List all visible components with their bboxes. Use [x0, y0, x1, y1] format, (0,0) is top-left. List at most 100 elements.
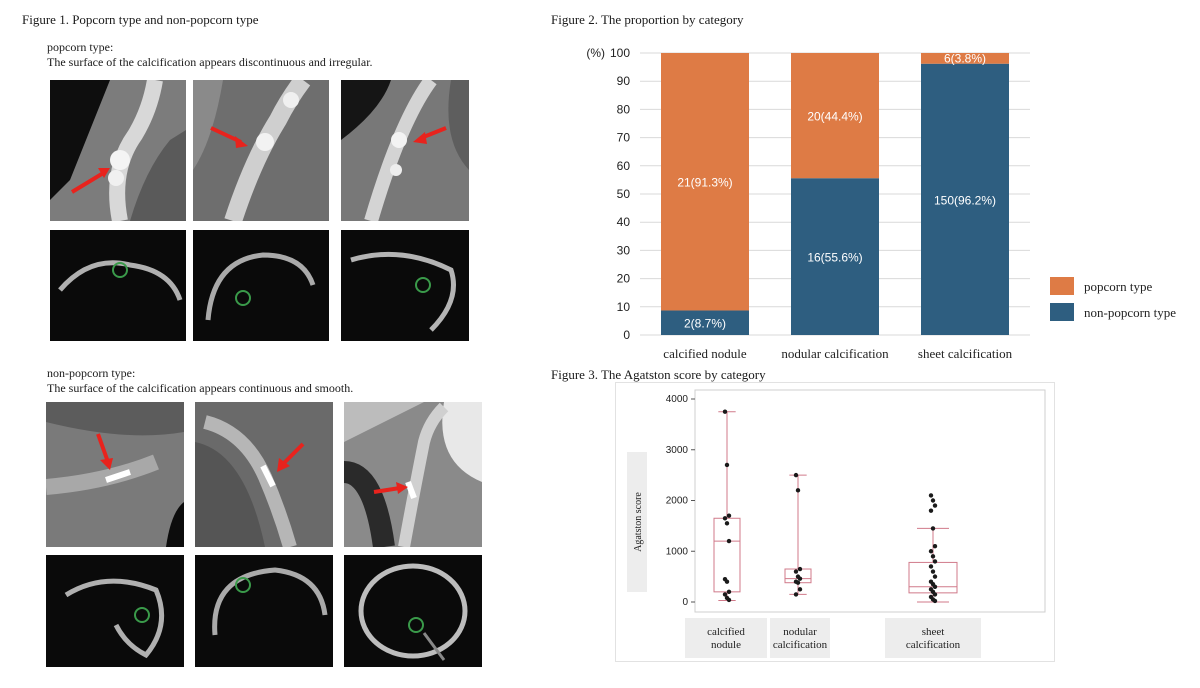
data-point — [930, 569, 936, 574]
y-tick-label: 60 — [617, 159, 631, 173]
y-tick-label: 2000 — [666, 496, 689, 507]
x-category-label: calcification — [773, 639, 828, 651]
data-point — [932, 598, 938, 604]
bar-data-label: 150(96.2%) — [934, 193, 996, 207]
bar-segment — [661, 53, 749, 311]
nonpopcorn-ct-image-2 — [195, 402, 333, 547]
figure3-title: Figure 3. The Agatston score by category — [551, 367, 766, 382]
data-point — [726, 513, 732, 518]
bar-segment — [791, 53, 879, 179]
figure3-chart: 0 1000 2000 3000 4000 Agatston score calcified… — [615, 382, 1055, 662]
data-point — [722, 516, 728, 521]
x-category-label: nodular calcification — [781, 346, 889, 361]
figure1-title: Figure 1. Popcorn type and non-popcorn t… — [22, 12, 259, 27]
x-category-label: calcification — [906, 639, 961, 651]
x-category-label: nodule — [711, 639, 741, 651]
data-point — [793, 472, 799, 478]
data-point — [928, 549, 934, 554]
data-point — [722, 592, 728, 597]
y-tick-label: 50 — [617, 187, 631, 201]
y-label-panel — [627, 452, 647, 592]
x-category-label: calcified — [707, 626, 745, 638]
y-tick-label: 90 — [617, 74, 631, 88]
nonpopcorn-ivus-image-2 — [195, 555, 333, 667]
data-point — [932, 559, 938, 564]
plot-area — [694, 389, 1046, 613]
popcorn-ct-image-2 — [193, 80, 329, 221]
legend-swatch-nonpopcorn — [1050, 303, 1074, 321]
data-point — [797, 576, 803, 581]
nonpopcorn-ivus-image-1 — [46, 555, 184, 667]
x-label-bg — [770, 618, 830, 658]
data-point — [726, 538, 732, 544]
data-point — [930, 526, 936, 531]
data-point — [932, 584, 938, 589]
popcorn-label: popcorn type: — [47, 40, 114, 54]
figure2-title: Figure 2. The proportion by category — [551, 12, 744, 27]
bar-data-label: 20(44.4%) — [807, 110, 862, 124]
data-point — [930, 554, 936, 559]
legend-swatch-popcorn — [1050, 277, 1074, 295]
y-unit-label: (%) — [586, 46, 605, 60]
y-axis-label: Agatston score — [633, 492, 644, 552]
y-tick-label: 30 — [617, 243, 631, 257]
popcorn-ivus-image-3 — [341, 230, 469, 341]
data-point — [928, 508, 934, 513]
data-point — [795, 488, 801, 493]
nonpopcorn-description: The surface of the calcification appears… — [47, 381, 354, 395]
bar-data-label: 21(91.3%) — [677, 176, 732, 190]
data-point — [722, 409, 728, 414]
data-point — [726, 597, 732, 603]
y-tick-label: 80 — [617, 102, 631, 116]
data-point — [726, 589, 732, 595]
bar-segment — [921, 63, 1009, 335]
y-tick-label: 70 — [617, 131, 631, 145]
y-tick-label: 0 — [623, 328, 630, 342]
legend-label-popcorn: popcorn type — [1084, 279, 1152, 294]
data-point — [932, 592, 938, 597]
data-point — [932, 574, 938, 579]
legend-label-nonpopcorn: non-popcorn type — [1084, 305, 1176, 320]
popcorn-ct-image-1 — [50, 80, 186, 221]
y-tick-label: 20 — [617, 272, 631, 286]
bar-data-label: 6(3.8%) — [944, 51, 986, 65]
data-point — [928, 564, 934, 569]
data-point — [797, 566, 803, 572]
data-point — [724, 462, 730, 468]
y-tick-label: 10 — [617, 300, 631, 314]
data-point — [724, 579, 730, 584]
x-label-bg — [885, 618, 981, 658]
data-point — [930, 498, 936, 503]
popcorn-ivus-image-2 — [193, 230, 329, 341]
x-category-label: calcified nodule — [663, 346, 747, 361]
nonpopcorn-ivus-image-3 — [344, 555, 482, 667]
nonpopcorn-label: non-popcorn type: — [47, 366, 136, 380]
figure2-chart: 0 10 20 30 40 50 60 70 80 90 100 (%) 2(8.7%) 21(91.3%… — [586, 46, 1176, 361]
x-category-label: sheet — [922, 626, 945, 638]
y-tick-label: 0 — [682, 597, 688, 608]
bar-segment — [661, 310, 749, 335]
y-tick-label: 4000 — [666, 394, 689, 405]
bar-data-label: 16(55.6%) — [807, 251, 862, 265]
data-point — [797, 587, 803, 592]
x-category-label: nodular — [783, 626, 817, 638]
x-category-label: sheet calcification — [918, 346, 1013, 361]
bar-segment — [791, 178, 879, 335]
data-point — [793, 592, 799, 597]
y-tick-label: 3000 — [666, 445, 689, 456]
y-tick-label: 100 — [610, 46, 630, 60]
y-tick-label: 40 — [617, 215, 631, 229]
popcorn-ivus-image-1 — [50, 230, 186, 341]
data-point — [932, 543, 938, 549]
data-point — [795, 580, 801, 585]
nonpopcorn-ct-image-3 — [344, 402, 482, 547]
data-point — [928, 493, 934, 498]
nonpopcorn-ct-image-1 — [46, 402, 184, 547]
x-label-bg — [685, 618, 767, 658]
data-point — [793, 569, 799, 574]
bar-data-label: 2(8.7%) — [684, 317, 726, 331]
popcorn-description: The surface of the calcification appears… — [47, 55, 373, 69]
data-point — [724, 521, 730, 526]
y-tick-label: 1000 — [666, 546, 689, 557]
popcorn-ct-image-3 — [341, 80, 469, 221]
